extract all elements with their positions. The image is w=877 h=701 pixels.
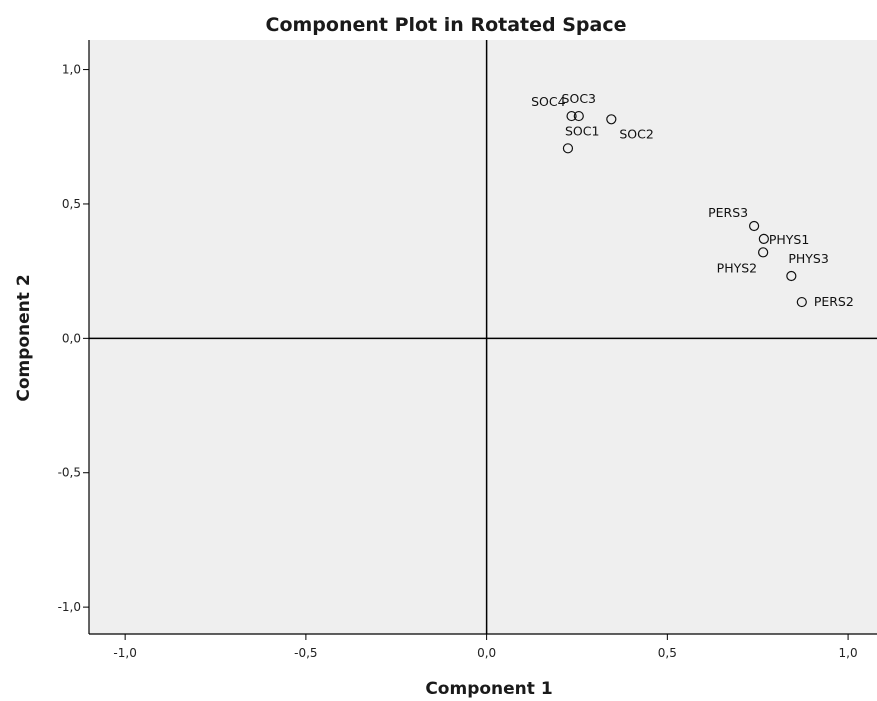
y-tick-label: 1,0 <box>62 63 81 77</box>
point-label-pers3: PERS3 <box>708 205 748 220</box>
x-tick-label: -1,0 <box>113 646 136 660</box>
point-label-pers2: PERS2 <box>814 294 854 309</box>
point-label-soc1: SOC1 <box>565 123 599 138</box>
x-axis-label: Component 1 <box>425 679 552 699</box>
y-tick-label: 0,0 <box>62 331 81 345</box>
y-axis-ticks: 1,0 0,5 0,0 -0,5 -1,0 <box>58 63 89 614</box>
x-axis-ticks: -1,0 -0,5 0,0 0,5 1,0 <box>113 634 858 660</box>
x-tick-label: 1,0 <box>839 646 858 660</box>
point-marker-pers2 <box>796 296 807 308</box>
point-label-soc2: SOC2 <box>619 126 653 141</box>
reference-lines <box>89 40 877 634</box>
plot-area <box>89 40 877 634</box>
point-marker-phys1 <box>758 233 769 244</box>
point-marker-soc4 <box>566 110 577 122</box>
y-tick-label: -1,0 <box>58 600 81 614</box>
point-marker-soc3 <box>573 110 584 122</box>
point-label-phys2: PHYS2 <box>717 260 757 275</box>
point-marker-phys3 <box>786 270 797 282</box>
chart-title: Component Plot in Rotated Space <box>266 14 627 36</box>
point-label-soc3: SOC3 <box>562 91 596 106</box>
axes <box>88 40 877 635</box>
point-marker-pers3 <box>749 220 760 232</box>
y-tick-label: -0,5 <box>58 466 81 480</box>
x-tick-label: 0,5 <box>658 646 677 660</box>
point-label-phys3: PHYS3 <box>788 251 828 266</box>
point-label-soc4: SOC4 <box>531 94 566 109</box>
y-tick-label: 0,5 <box>62 197 81 211</box>
x-tick-label: 0,0 <box>477 646 496 660</box>
x-tick-label: -0,5 <box>294 646 317 660</box>
point-marker-soc1 <box>562 143 574 154</box>
y-axis-label: Component 2 <box>14 274 34 401</box>
point-label-phys1: PHYS1 <box>769 232 809 247</box>
point-marker-soc2 <box>606 114 617 125</box>
point-marker-phys2 <box>758 247 769 258</box>
